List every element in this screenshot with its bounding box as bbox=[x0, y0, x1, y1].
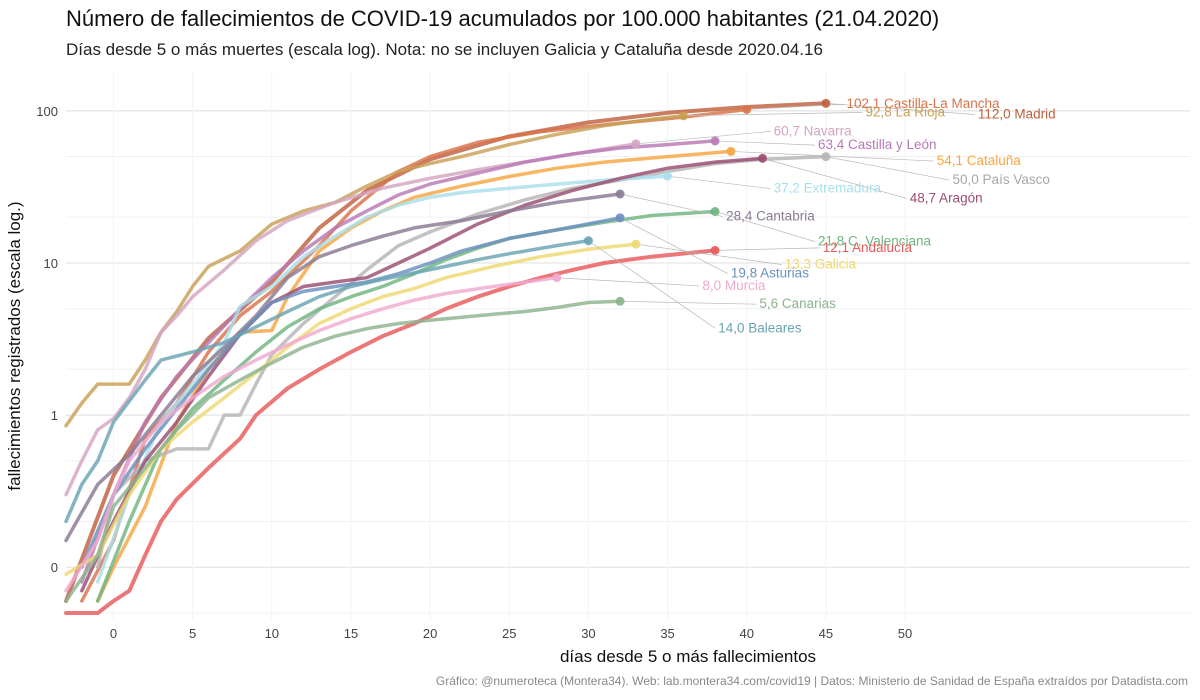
y-tick-label: 0 bbox=[51, 560, 58, 575]
series-line-8-0-murcia bbox=[64, 275, 559, 593]
x-tick-label: 15 bbox=[344, 626, 358, 641]
series-label-28-4-cantabria: 28,4 Cantabria bbox=[726, 209, 815, 224]
leader-line bbox=[556, 277, 700, 287]
end-point-48-7-aragon bbox=[758, 153, 768, 163]
end-point-5-6-canarias bbox=[615, 296, 625, 306]
series-label-14-0-baleares: 14,0 Baleares bbox=[718, 320, 802, 335]
series-label-37-2-extremadura: 37,2 Extremadura bbox=[774, 181, 882, 196]
label-leader-lines bbox=[556, 102, 975, 329]
end-point-21-8-c-valenciana bbox=[710, 206, 720, 216]
end-point-112-0-madrid bbox=[821, 98, 831, 108]
end-point-102-1-castilla-la-mancha bbox=[742, 104, 752, 114]
leader-line bbox=[635, 243, 782, 265]
series-line-28-4-cantabria bbox=[64, 192, 622, 543]
series-line-19-8-asturias bbox=[80, 216, 622, 569]
leader-line bbox=[683, 111, 863, 117]
leader-line bbox=[825, 102, 975, 115]
grid-lines bbox=[66, 72, 1190, 620]
leader-line bbox=[730, 151, 934, 162]
series-lines bbox=[64, 101, 828, 615]
chart-subtitle: Días desde 5 o más muertes (escala log).… bbox=[66, 40, 823, 59]
y-tick-label: 10 bbox=[44, 256, 58, 271]
series-label-112-0-madrid: 112,0 Madrid bbox=[978, 107, 1056, 122]
x-tick-label: 45 bbox=[819, 626, 833, 641]
series-label-19-8-asturias: 19,8 Asturias bbox=[731, 266, 809, 281]
y-tick-label: 1 bbox=[51, 408, 58, 423]
series-label-60-7-navarra: 60,7 Navarra bbox=[774, 123, 853, 138]
series-end-points bbox=[552, 98, 831, 306]
series-label-63-4-castilla-y-leon: 63,4 Castilla y León bbox=[818, 137, 937, 152]
end-point-54-1-cataluna bbox=[726, 146, 736, 156]
leader-line bbox=[714, 211, 816, 242]
series-label-50-0-pais-vasco: 50,0 País Vasco bbox=[953, 172, 1050, 187]
end-point-19-8-asturias bbox=[615, 213, 625, 223]
end-point-50-0-pais-vasco bbox=[821, 152, 831, 162]
end-point-13-3-galicia bbox=[631, 239, 641, 249]
x-tick-label: 25 bbox=[502, 626, 516, 641]
end-point-8-0-murcia bbox=[552, 273, 562, 283]
series-label-54-1-cataluna: 54,1 Cataluña bbox=[937, 153, 1022, 168]
end-point-14-0-baleares bbox=[583, 236, 593, 246]
series-line-14-0-baleares bbox=[64, 238, 591, 524]
end-point-92-8-la-rioja bbox=[678, 111, 688, 121]
series-label-48-7-aragon: 48,7 Aragón bbox=[910, 190, 983, 205]
end-point-28-4-cantabria bbox=[615, 189, 625, 199]
x-tick-label: 5 bbox=[189, 626, 196, 641]
series-line-60-7-navarra bbox=[64, 142, 638, 497]
series-line-92-8-la-rioja bbox=[64, 114, 686, 428]
chart-title: Número de fallecimientos de COVID-19 acu… bbox=[66, 6, 940, 31]
x-tick-label: 30 bbox=[581, 626, 595, 641]
leader-line bbox=[825, 156, 950, 181]
series-line-48-7-aragon bbox=[80, 156, 765, 593]
leader-line bbox=[635, 131, 771, 145]
series-label-12-1-andalucia: 12,1 Andalucía bbox=[823, 240, 913, 255]
y-tick-label: 100 bbox=[36, 104, 58, 119]
series-label-92-8-la-rioja: 92,8 La Rioja bbox=[865, 104, 945, 119]
leader-line bbox=[588, 240, 716, 329]
leader-line bbox=[620, 193, 724, 217]
end-point-12-1-andalucia bbox=[710, 245, 720, 255]
leader-line bbox=[667, 175, 771, 189]
series-label-21-8-c-valenciana: 21,8 C. Valenciana bbox=[818, 234, 932, 249]
leader-line bbox=[619, 217, 729, 275]
x-tick-label: 40 bbox=[739, 626, 753, 641]
series-line-37-2-extremadura bbox=[95, 174, 670, 584]
x-tick-label: 50 bbox=[898, 626, 912, 641]
x-axis-title: días desde 5 o más fallecimientos bbox=[560, 647, 816, 666]
x-tick-labels: 0 5 10 15 20 25 30 35 40 45 50 bbox=[110, 626, 912, 641]
series-label-102-1-castilla-la-mancha: 102,1 Castilla-La Mancha bbox=[846, 96, 1000, 111]
chart-caption: Gráfico: @numeroteca (Montera34). Web: l… bbox=[435, 674, 1188, 688]
series-line-12-1-andalucia bbox=[64, 248, 718, 615]
series-label-13-3-galicia: 13,3 Galicia bbox=[785, 257, 857, 272]
leader-line bbox=[620, 300, 757, 305]
end-point-60-7-navarra bbox=[631, 139, 641, 149]
end-point-37-2-extremadura bbox=[663, 171, 673, 181]
x-tick-label: 20 bbox=[423, 626, 437, 641]
series-line-5-6-canarias bbox=[64, 299, 622, 603]
series-label-5-6-canarias: 5,6 Canarias bbox=[759, 296, 836, 311]
series-line-112-0-madrid bbox=[64, 101, 828, 603]
leader-line bbox=[715, 140, 815, 146]
y-axis-title: fallecimientos registrados (escala log.) bbox=[5, 201, 24, 490]
y-tick-labels: 0 1 10 100 bbox=[36, 104, 58, 575]
leader-line bbox=[715, 247, 820, 251]
x-tick-label: 0 bbox=[110, 626, 117, 641]
x-tick-label: 10 bbox=[265, 626, 279, 641]
series-label-8-0-murcia: 8,0 Murcia bbox=[702, 278, 766, 293]
leader-line bbox=[762, 158, 907, 199]
series-line-63-4-castilla-y-leon bbox=[80, 139, 717, 584]
x-tick-label: 35 bbox=[660, 626, 674, 641]
end-point-63-4-castilla-y-leon bbox=[710, 136, 720, 146]
